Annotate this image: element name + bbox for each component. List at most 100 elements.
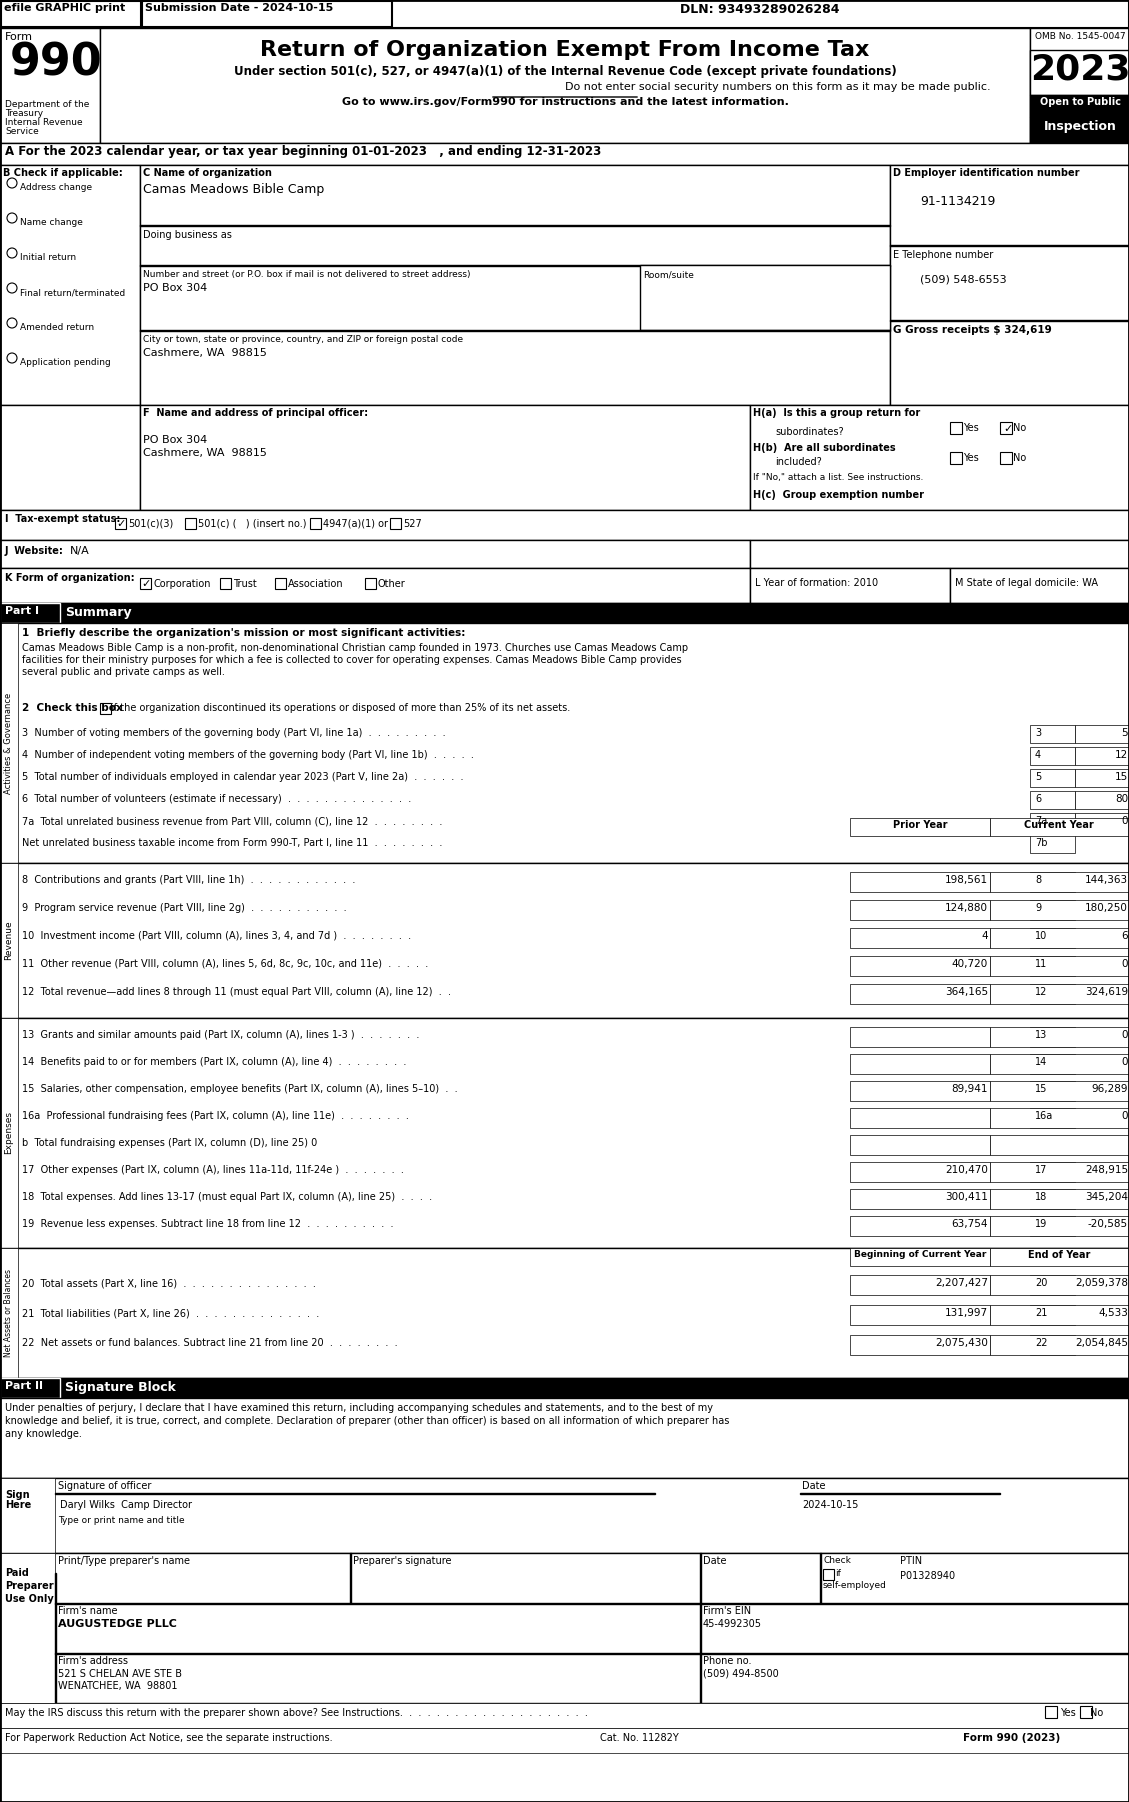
Text: 12: 12 xyxy=(1035,987,1048,997)
Text: 17  Other expenses (Part IX, column (A), lines 11a-11d, 11f-24e )  .  .  .  .  .: 17 Other expenses (Part IX, column (A), … xyxy=(21,1166,404,1175)
Text: Print/Type preparer's name: Print/Type preparer's name xyxy=(58,1555,190,1566)
Bar xyxy=(1030,1216,1075,1236)
Text: ✓: ✓ xyxy=(141,578,150,589)
Text: (509) 494-8500: (509) 494-8500 xyxy=(703,1669,779,1679)
Bar xyxy=(1030,928,1075,948)
Bar xyxy=(0,0,1129,29)
Text: 6: 6 xyxy=(1121,932,1128,941)
Text: facilities for their ministry purposes for which a fee is collected to cover for: facilities for their ministry purposes f… xyxy=(21,654,682,665)
Bar xyxy=(990,1189,1129,1209)
Bar xyxy=(1030,834,1075,852)
Text: 521 S CHELAN AVE STE B: 521 S CHELAN AVE STE B xyxy=(58,1669,182,1679)
Circle shape xyxy=(7,213,17,223)
Text: 20  Total assets (Part X, line 16)  .  .  .  .  .  .  .  .  .  .  .  .  .  .  .: 20 Total assets (Part X, line 16) . . . … xyxy=(21,1278,316,1288)
Bar xyxy=(1030,1162,1075,1182)
Text: Signature of officer: Signature of officer xyxy=(58,1481,151,1490)
Bar xyxy=(1030,1276,1075,1296)
Text: Revenue: Revenue xyxy=(5,921,14,960)
Text: b  Total fundraising expenses (Part IX, column (D), line 25) 0: b Total fundraising expenses (Part IX, c… xyxy=(21,1139,317,1148)
Text: 15: 15 xyxy=(1035,1085,1048,1094)
Text: WENATCHEE, WA  98801: WENATCHEE, WA 98801 xyxy=(58,1681,177,1690)
Text: Preparer: Preparer xyxy=(5,1580,53,1591)
Bar xyxy=(0,1018,1129,1249)
Bar xyxy=(0,1478,55,1553)
Text: 80: 80 xyxy=(1114,795,1128,804)
Text: Cashmere, WA  98815: Cashmere, WA 98815 xyxy=(143,348,266,359)
Text: 300,411: 300,411 xyxy=(945,1191,988,1202)
Text: 15: 15 xyxy=(1114,771,1128,782)
Text: PTIN: PTIN xyxy=(900,1555,922,1566)
Bar xyxy=(990,1335,1129,1355)
Bar xyxy=(990,872,1129,892)
Bar xyxy=(0,1553,1129,1703)
Bar xyxy=(1075,769,1129,787)
Bar xyxy=(1045,1706,1057,1717)
Text: OMB No. 1545-0047: OMB No. 1545-0047 xyxy=(1035,32,1126,41)
Text: 4947(a)(1) or: 4947(a)(1) or xyxy=(323,519,388,530)
Text: 0: 0 xyxy=(1121,1058,1128,1067)
Text: I  Tax-exempt status:: I Tax-exempt status: xyxy=(5,514,121,524)
Text: Submission Date - 2024-10-15: Submission Date - 2024-10-15 xyxy=(145,4,333,13)
Bar xyxy=(850,1305,990,1324)
Text: any knowledge.: any knowledge. xyxy=(5,1429,82,1440)
Text: Firm's address: Firm's address xyxy=(58,1656,128,1667)
Text: 2,059,378: 2,059,378 xyxy=(1075,1278,1128,1288)
Bar xyxy=(1030,791,1075,809)
Text: 40,720: 40,720 xyxy=(952,959,988,969)
Text: 198,561: 198,561 xyxy=(945,876,988,885)
Text: 96,289: 96,289 xyxy=(1092,1085,1128,1094)
Text: Phone no.: Phone no. xyxy=(703,1656,752,1667)
Bar xyxy=(365,578,376,589)
Text: 8: 8 xyxy=(1035,876,1041,885)
Text: PO Box 304: PO Box 304 xyxy=(143,434,208,445)
Text: Address change: Address change xyxy=(20,184,93,193)
Bar xyxy=(390,517,401,530)
Bar xyxy=(850,1335,990,1355)
Bar xyxy=(142,2,392,27)
Text: 3  Number of voting members of the governing body (Part VI, line 1a)  .  .  .  .: 3 Number of voting members of the govern… xyxy=(21,728,446,739)
Text: H(c)  Group exemption number: H(c) Group exemption number xyxy=(753,490,924,499)
Text: ✓: ✓ xyxy=(1003,423,1013,434)
Text: 9: 9 xyxy=(1035,903,1041,914)
Text: No: No xyxy=(1013,452,1026,463)
Text: 12  Total revenue—add lines 8 through 11 (must equal Part VIII, column (A), line: 12 Total revenue—add lines 8 through 11 … xyxy=(21,987,450,997)
Bar xyxy=(1030,957,1075,977)
Text: 5: 5 xyxy=(1035,771,1041,782)
Bar xyxy=(1000,422,1012,434)
Text: Net unrelated business taxable income from Form 990-T, Part I, line 11  .  .  . : Net unrelated business taxable income fr… xyxy=(21,838,443,849)
Text: 2  Check this box: 2 Check this box xyxy=(21,703,123,714)
Bar xyxy=(1030,29,1129,142)
Text: 6: 6 xyxy=(1035,795,1041,804)
Text: 14: 14 xyxy=(1035,1058,1048,1067)
Bar xyxy=(990,928,1129,948)
Text: 19  Revenue less expenses. Subtract line 18 from line 12  .  .  .  .  .  .  .  .: 19 Revenue less expenses. Subtract line … xyxy=(21,1218,394,1229)
Bar xyxy=(850,1135,990,1155)
Text: AUGUSTEDGE PLLC: AUGUSTEDGE PLLC xyxy=(58,1618,177,1629)
Text: H(b)  Are all subordinates: H(b) Are all subordinates xyxy=(753,443,895,452)
Bar xyxy=(0,568,750,604)
Bar xyxy=(990,1162,1129,1182)
Bar xyxy=(990,1216,1129,1236)
Bar xyxy=(1030,872,1075,892)
Bar xyxy=(1030,748,1075,766)
Bar xyxy=(0,1018,18,1249)
Bar xyxy=(1030,1335,1075,1355)
Text: if the organization discontinued its operations or disposed of more than 25% of : if the organization discontinued its ope… xyxy=(111,703,570,714)
Bar xyxy=(1030,899,1075,921)
Text: 8  Contributions and grants (Part VIII, line 1h)  .  .  .  .  .  .  .  .  .  .  : 8 Contributions and grants (Part VIII, l… xyxy=(21,876,356,885)
Bar xyxy=(1030,813,1075,831)
Text: 45-4992305: 45-4992305 xyxy=(703,1618,762,1629)
Text: 12: 12 xyxy=(1114,750,1128,760)
Text: For Paperwork Reduction Act Notice, see the separate instructions.: For Paperwork Reduction Act Notice, see … xyxy=(5,1734,333,1743)
Text: 20: 20 xyxy=(1035,1278,1048,1288)
Bar xyxy=(1030,724,1075,742)
Bar xyxy=(220,578,231,589)
Text: K Form of organization:: K Form of organization: xyxy=(5,573,134,584)
Text: 131,997: 131,997 xyxy=(945,1308,988,1317)
Text: 501(c) (   ) (insert no.): 501(c) ( ) (insert no.) xyxy=(198,519,306,530)
Text: 501(c)(3): 501(c)(3) xyxy=(128,519,173,530)
Bar xyxy=(0,166,140,405)
Text: 91-1134219: 91-1134219 xyxy=(920,195,996,207)
Text: Application pending: Application pending xyxy=(20,359,111,368)
Text: No: No xyxy=(1089,1708,1103,1717)
